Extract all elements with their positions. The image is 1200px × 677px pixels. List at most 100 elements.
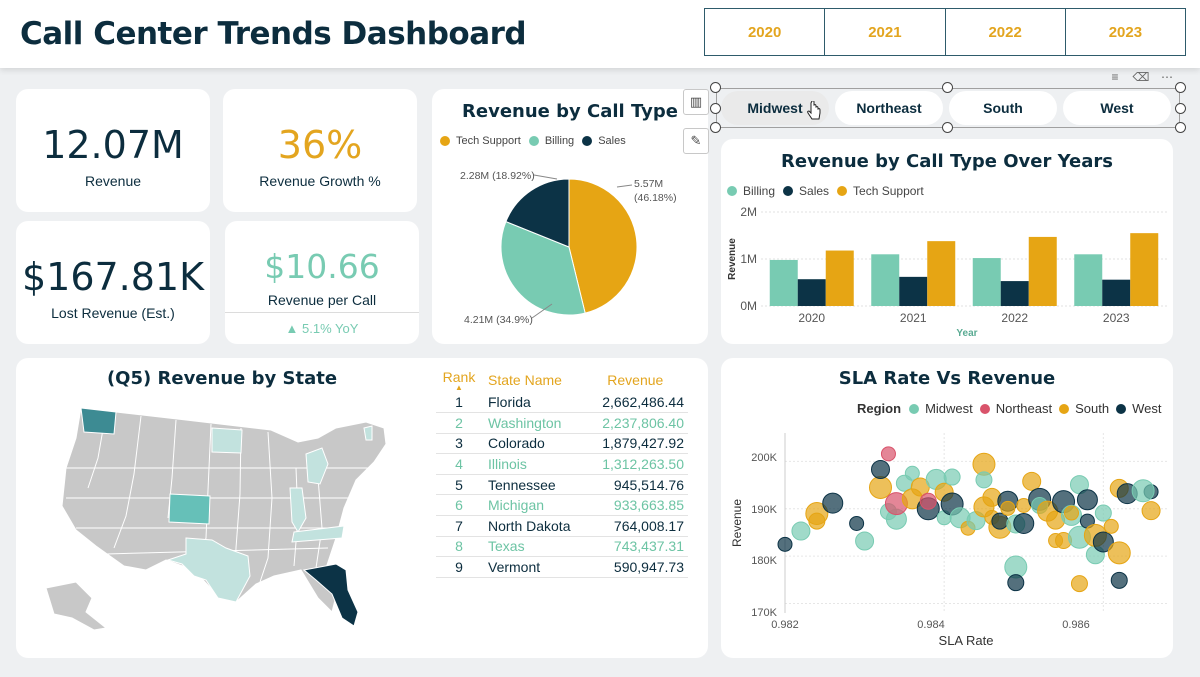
table-row[interactable]: 3 Colorado 1,879,427.92 (436, 433, 688, 455)
pie-slice-billing[interactable] (500, 220, 586, 316)
scatter-point-west[interactable] (822, 492, 844, 514)
scatter-point-south[interactable] (1107, 541, 1131, 565)
kpi-divider (225, 312, 419, 313)
resize-handle[interactable] (1175, 103, 1186, 114)
bar-tech-support[interactable] (1130, 233, 1159, 306)
scatter-point-west[interactable] (1092, 531, 1114, 553)
resize-handle[interactable] (710, 122, 721, 133)
table-row[interactable]: 5 Tennessee 945,514.76 (436, 474, 688, 496)
eraser-icon[interactable]: ⌫ (1132, 70, 1150, 84)
scatter-point-south[interactable] (1103, 518, 1119, 534)
table-row[interactable]: 1 Florida 2,662,486.44 (436, 392, 688, 414)
ytick-label: 190K (751, 504, 777, 516)
bar-billing[interactable] (769, 259, 798, 306)
column-header-rank[interactable]: Rank ▲ (436, 368, 482, 392)
region-button-south[interactable]: South (949, 91, 1057, 125)
pie-chart-title: Revenue by Call Type (462, 101, 678, 122)
resize-handle[interactable] (1175, 82, 1186, 93)
column-ylabel: Revenue (727, 238, 738, 280)
scatter-point-midwest[interactable] (791, 521, 811, 541)
ytick-label: 200K (751, 452, 777, 464)
bar-tech-support[interactable] (1028, 236, 1057, 306)
resize-handle[interactable] (710, 103, 721, 114)
resize-handle[interactable] (942, 122, 953, 133)
scatter-point-west[interactable] (1076, 489, 1098, 511)
state-north-dakota[interactable] (211, 427, 243, 454)
column-header-revenue[interactable]: Revenue (607, 372, 664, 388)
bar-billing[interactable] (871, 254, 900, 306)
state-colorado[interactable] (168, 493, 211, 525)
state-florida[interactable] (302, 563, 359, 627)
xtick-label: 0.984 (917, 619, 945, 631)
scatter-point-west[interactable] (1007, 574, 1025, 592)
bar-tech-support[interactable] (825, 250, 854, 306)
rank-cell: 7 (436, 515, 482, 537)
state-michigan[interactable] (305, 447, 329, 485)
year-button-2021[interactable]: 2021 (825, 9, 946, 55)
column-header-state[interactable]: State Name (488, 372, 562, 388)
scatter-point-midwest[interactable] (1094, 504, 1112, 522)
scatter-point-midwest[interactable] (1131, 479, 1155, 503)
resize-handle[interactable] (1175, 122, 1186, 133)
year-button-2020[interactable]: 2020 (705, 9, 826, 55)
scatter-point-south[interactable] (1141, 501, 1161, 521)
state-alaska[interactable] (45, 581, 108, 631)
bar-tech-support[interactable] (927, 241, 956, 306)
table-row[interactable]: 2 Washington 2,237,806.40 (436, 412, 688, 434)
state-vermont[interactable] (363, 425, 373, 441)
xtick-label: 2021 (900, 311, 927, 325)
table-row[interactable]: 7 North Dakota 764,008.17 (436, 515, 688, 537)
more-options-icon[interactable]: ⋯ (1161, 70, 1173, 84)
kpi-lost-revenue-card: $167.81K Lost Revenue (Est.) (16, 221, 210, 344)
ytick-label: 2M (740, 205, 757, 219)
state-texas[interactable] (166, 537, 251, 603)
scatter-point-south[interactable] (1070, 575, 1088, 593)
scatter-point-south[interactable] (1064, 505, 1079, 521)
table-row[interactable]: 4 Illinois 1,312,263.50 (436, 453, 688, 475)
scatter-point-northeast[interactable] (880, 446, 896, 462)
xtick-label: 2023 (1103, 311, 1130, 325)
scatter-point-west[interactable] (1013, 512, 1035, 534)
state-illinois[interactable] (289, 487, 307, 533)
scatter-point-midwest[interactable] (943, 468, 961, 486)
pie-slice-tech-support[interactable] (568, 178, 638, 314)
bar-sales[interactable] (1102, 279, 1131, 306)
scatter-point-south[interactable] (808, 512, 826, 530)
scatter-point-midwest[interactable] (975, 471, 993, 489)
bar-billing[interactable] (972, 258, 1001, 306)
scatter-point-south[interactable] (1000, 500, 1016, 516)
analytics-icon[interactable]: ▥ (683, 89, 709, 115)
table-row[interactable]: 8 Texas 743,437.31 (436, 536, 688, 558)
column-chart-title: Revenue by Call Type Over Years (781, 151, 1113, 172)
scatter-point-west[interactable] (777, 536, 793, 552)
bar-sales[interactable] (797, 279, 826, 306)
scatter-point-west[interactable] (849, 515, 865, 531)
scatter-point-west[interactable] (871, 459, 890, 479)
state-tennessee[interactable] (291, 525, 345, 543)
format-brush-icon[interactable]: ✎ (683, 128, 709, 154)
region-button-northeast[interactable]: Northeast (835, 91, 943, 125)
year-button-2023[interactable]: 2023 (1065, 9, 1185, 55)
resize-handle[interactable] (942, 82, 953, 93)
scatter-point-midwest[interactable] (904, 465, 920, 481)
scatter-point-northeast[interactable] (919, 492, 937, 510)
filter-icon[interactable]: ≡ (1111, 70, 1119, 84)
bar-billing[interactable] (1074, 254, 1103, 306)
year-button-2022[interactable]: 2022 (945, 9, 1066, 55)
scatter-point-south[interactable] (1022, 471, 1042, 491)
scatter-point-west[interactable] (1110, 571, 1128, 589)
table-row[interactable]: 6 Michigan 933,663.85 (436, 494, 688, 517)
table-row[interactable]: 9 Vermont 590,947.73 (436, 556, 688, 578)
scatter-point-midwest[interactable] (855, 531, 875, 551)
bar-sales[interactable] (899, 276, 928, 306)
scatter-point-west[interactable] (991, 512, 1009, 530)
region-button-west[interactable]: West (1063, 91, 1171, 125)
state-revenue-card: (Q5) Revenue by State (16, 358, 708, 658)
bar-sales[interactable] (1000, 281, 1029, 306)
us-mainland[interactable] (61, 407, 387, 613)
resize-handle[interactable] (710, 82, 721, 93)
pie-slice-sales[interactable] (505, 178, 570, 248)
scatter-point-south[interactable] (869, 475, 892, 499)
state-washington[interactable] (80, 407, 117, 435)
legend-south: South (1075, 401, 1110, 416)
